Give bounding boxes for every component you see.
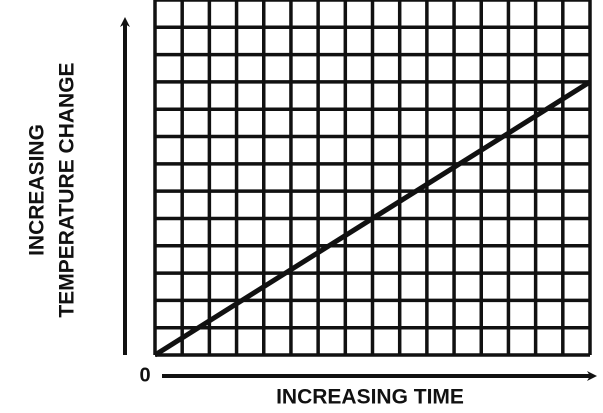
y-axis-label: TEMPERATURE CHANGE [56,62,79,317]
origin-tick-label: 0 [139,364,150,386]
x-axis-label: INCREASING TIME [276,386,464,409]
data-line [153,79,592,358]
y-axis-label: INCREASING [26,124,49,256]
grid [153,0,592,357]
